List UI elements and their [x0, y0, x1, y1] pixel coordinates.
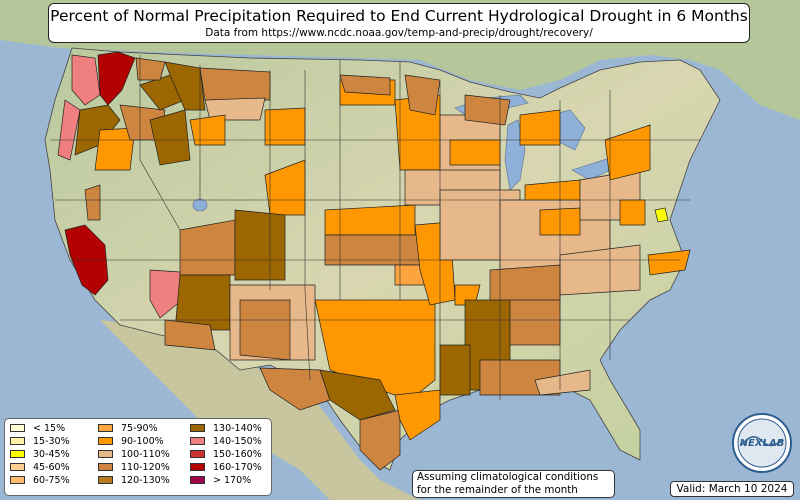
legend-label: 60-75% — [33, 474, 70, 486]
legend-item: 130-140% — [190, 422, 262, 434]
legend-swatch — [10, 424, 25, 432]
legend-label: 100-110% — [121, 448, 170, 460]
legend-label: > 170% — [213, 474, 252, 486]
legend-swatch — [190, 450, 205, 459]
legend-swatch — [190, 437, 205, 446]
legend-item: 160-170% — [190, 461, 262, 473]
assumption-note-line1: Assuming climatological conditions — [417, 471, 599, 483]
legend-item: 30-45% — [10, 448, 70, 460]
legend-swatch — [98, 424, 113, 432]
legend-swatch — [190, 463, 205, 472]
legend-item: 120-130% — [98, 474, 170, 486]
legend-swatch — [190, 476, 205, 485]
legend-item: 15-30% — [10, 435, 70, 447]
legend-label: 130-140% — [213, 422, 262, 434]
legend-item: 150-160% — [190, 448, 262, 460]
legend-item: 140-150% — [190, 435, 262, 447]
legend-item: 60-75% — [10, 474, 70, 486]
legend-label: 15-30% — [33, 435, 70, 447]
legend-item: 110-120% — [98, 461, 170, 473]
assumption-note-line2: for the remainder of the month — [417, 483, 578, 496]
legend-item: 75-90% — [98, 422, 170, 434]
legend-label: 30-45% — [33, 448, 70, 460]
map-title: Percent of Normal Precipitation Required… — [50, 7, 748, 25]
legend-item: 45-60% — [10, 461, 70, 473]
legend-item: > 170% — [190, 474, 262, 486]
legend-swatch — [98, 450, 113, 459]
legend-swatch — [98, 476, 113, 485]
legend-swatch — [10, 450, 25, 459]
valid-date: Valid: March 10 2024 — [670, 481, 794, 497]
legend-label: 150-160% — [213, 448, 262, 460]
legend-swatch — [10, 476, 25, 485]
title-box: Percent of Normal Precipitation Required… — [48, 3, 750, 43]
legend-item: 90-100% — [98, 435, 170, 447]
legend-column-3: 130-140% 140-150% 150-160% 160-170% > 17… — [190, 422, 262, 487]
legend-label: 45-60% — [33, 461, 70, 473]
legend-item: 100-110% — [98, 448, 170, 460]
legend-label: 120-130% — [121, 474, 170, 486]
logo-text: NEXLAB — [740, 438, 785, 449]
legend: < 15% 15-30% 30-45% 45-60% 60-75% 75-90%… — [4, 418, 272, 496]
legend-label: < 15% — [33, 422, 66, 434]
state-borders — [50, 55, 700, 400]
legend-item: < 15% — [10, 422, 70, 434]
legend-label: 140-150% — [213, 435, 262, 447]
legend-column-2: 75-90% 90-100% 100-110% 110-120% 120-130… — [98, 422, 170, 487]
legend-label: 90-100% — [121, 435, 164, 447]
mexico-land — [100, 320, 420, 500]
legend-label: 110-120% — [121, 461, 170, 473]
legend-label: 75-90% — [121, 422, 158, 434]
nexlab-logo: NEXLAB — [732, 413, 792, 473]
legend-swatch — [190, 424, 205, 432]
legend-column-1: < 15% 15-30% 30-45% 45-60% 60-75% — [10, 422, 70, 487]
legend-swatch — [98, 437, 113, 446]
map-subtitle: Data from https://www.ncdc.noaa.gov/temp… — [205, 27, 593, 39]
legend-swatch — [98, 463, 113, 472]
legend-label: 160-170% — [213, 461, 262, 473]
legend-swatch — [10, 437, 25, 446]
assumption-note: Assuming climatological conditions for t… — [412, 470, 615, 498]
legend-swatch — [10, 463, 25, 472]
